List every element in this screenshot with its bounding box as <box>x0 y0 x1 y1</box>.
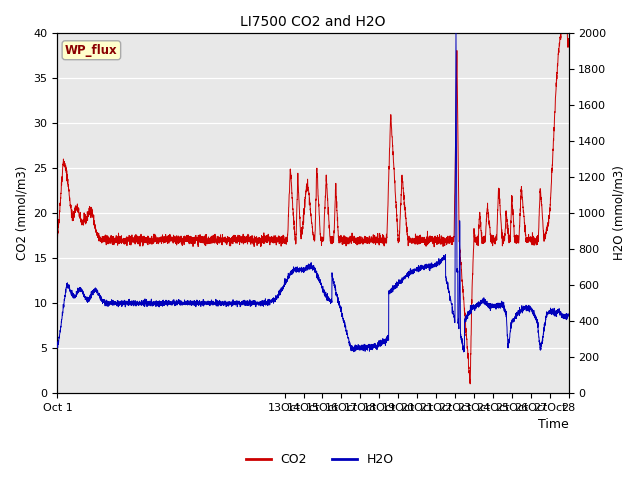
Text: WP_flux: WP_flux <box>65 44 118 57</box>
Legend: CO2, H2O: CO2, H2O <box>241 448 399 471</box>
Y-axis label: H2O (mmol/m3): H2O (mmol/m3) <box>612 166 625 261</box>
Title: LI7500 CO2 and H2O: LI7500 CO2 and H2O <box>240 15 386 29</box>
X-axis label: Time: Time <box>538 419 568 432</box>
Y-axis label: CO2 (mmol/m3): CO2 (mmol/m3) <box>15 166 28 260</box>
